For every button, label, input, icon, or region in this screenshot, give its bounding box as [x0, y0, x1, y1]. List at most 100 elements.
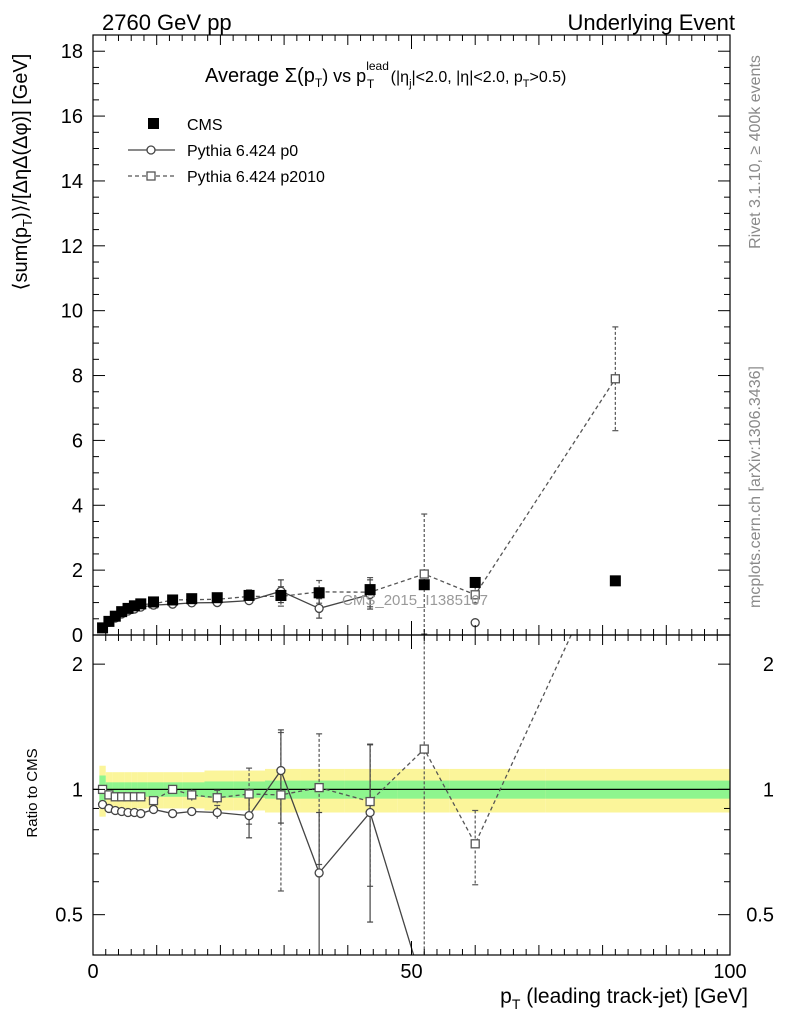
legend-label-p2010: Pythia 6.424 p2010: [187, 169, 325, 186]
legend-marker-cms: [148, 118, 159, 129]
title-sub-j: j: [408, 78, 411, 90]
cms-point-3: [116, 606, 128, 618]
cms-point-17: [609, 575, 621, 587]
x-tick-label-50: 50: [400, 961, 422, 983]
ratio-p2010-point-8: [167, 784, 178, 795]
chart-title: Average Σ(pT) vs plead T (|ηj|<2.0, |η|<2…: [205, 59, 566, 91]
ratio-p0-point-8: [167, 808, 178, 819]
mcplots-label: mcplots.cern.ch [arXiv:1306.3436]: [747, 366, 764, 608]
title-part-5: >0.5): [529, 69, 566, 86]
ratio-p0-point-10: [212, 807, 222, 818]
series-layer: [97, 326, 621, 955]
title-sub-3: T: [523, 78, 530, 90]
main-series: [97, 326, 621, 635]
band-group: [93, 765, 730, 817]
y-tick-label-16: 16: [61, 106, 83, 128]
cms-point-16: [469, 576, 481, 588]
cms-point-6: [135, 598, 147, 610]
ratio-p2010-point-15: [419, 744, 429, 754]
title-sigma: Σ(p: [285, 65, 315, 87]
p2010-point-15: [419, 569, 429, 579]
p0-point-13: [314, 603, 324, 614]
ratio-p0-point-9: [187, 806, 197, 817]
p2010-line-0: [102, 378, 616, 629]
ratio-p2010-point-11: [244, 789, 254, 799]
ratio-p0-point-11: [244, 810, 254, 821]
y-tick-label-6: 6: [72, 430, 83, 452]
header-right: Underlying Event: [567, 10, 735, 35]
watermark: CMS_2015_I1385107: [342, 592, 488, 609]
ratio-band: [93, 765, 730, 817]
ratio-p2010-point-7: [148, 795, 159, 806]
cms-point-13: [313, 587, 325, 599]
ratio-p0-point-13: [314, 868, 324, 878]
ratio-tick-label-right-2: 2: [763, 654, 774, 676]
title-sub-2: T: [367, 77, 375, 91]
cms-point-14: [364, 584, 376, 596]
header-left: 2760 GeV pp: [102, 10, 232, 35]
cms-point-8: [167, 594, 179, 606]
p2010-point-16: [470, 590, 480, 600]
ratio-p2010-point-16: [470, 839, 480, 849]
title-part-4: |<2.0, |η|<2.0, p: [412, 69, 523, 86]
cms-point-5: [128, 600, 140, 612]
cms-point-11: [243, 589, 255, 601]
p2010-point-17: [610, 374, 620, 384]
y-axis-label-a: ⟨sum(p: [10, 227, 32, 290]
ratio-tick-label-right-0.5: 0.5: [746, 905, 774, 927]
x-axis-label-a: p: [500, 985, 512, 1008]
ratio-tick-label-left-2: 2: [72, 654, 83, 676]
cms-point-7: [148, 596, 160, 608]
ratio-p0-point-14: [365, 807, 375, 818]
y-tick-label-4: 4: [72, 495, 83, 517]
ratio-p2010-point-12: [276, 790, 286, 800]
title-part-3: (|η: [386, 69, 409, 86]
ratio-p2010-point-13: [314, 782, 324, 793]
legend: CMS Pythia 6.424 p0 Pythia 6.424 p2010: [128, 117, 325, 186]
x-axis-label-sub: T: [512, 996, 521, 1012]
y-axis-label-b: )⟩/[ΔηΔ(Δφ)] [GeV]: [10, 54, 32, 219]
ratio-p2010-point-14: [365, 796, 375, 807]
ratio-p2010-point-9: [187, 790, 197, 800]
x-axis-label-b: (leading track-jet) [GeV]: [520, 985, 748, 1008]
legend-marker-p2010: [146, 171, 156, 181]
cms-point-2: [109, 610, 121, 622]
y-tick-label-18: 18: [61, 41, 83, 63]
cms-point-4: [122, 602, 134, 614]
title-sub-1: T: [315, 76, 323, 90]
y-tick-label-12: 12: [61, 236, 83, 258]
x-axis-label: pT (leading track-jet) [GeV]: [500, 985, 748, 1012]
legend-label-cms: CMS: [187, 117, 223, 134]
y-axis-label: ⟨sum(pT)⟩/[ΔηΔ(Δφ)] [GeV]: [10, 54, 35, 291]
cms-point-9: [186, 593, 198, 605]
ratio-p0-point-7: [148, 804, 159, 815]
y-tick-label-8: 8: [72, 366, 83, 388]
ratio-series: [97, 635, 572, 955]
x-tick-label-100: 100: [713, 961, 746, 983]
title-part-2: ) vs p: [322, 66, 366, 86]
y-tick-label-14: 14: [61, 171, 83, 193]
cms-point-12: [275, 589, 287, 601]
ratio-p0-point-6: [136, 808, 146, 819]
y-tick-label-0: 0: [72, 625, 83, 647]
ratio-tick-label-left-0.5: 0.5: [55, 905, 83, 927]
ratio-y-axis-label: Ratio to CMS: [24, 748, 41, 837]
title-sup-lead: lead: [366, 59, 389, 73]
y-tick-label-2: 2: [72, 560, 83, 582]
ratio-p2010-point-10: [212, 793, 222, 803]
rivet-label: Rivet 3.1.10, ≥ 400k events: [747, 55, 764, 249]
cms-point-0: [97, 622, 109, 634]
x-tick-label-0: 0: [87, 961, 98, 983]
cms-point-15: [418, 579, 430, 591]
ratio-tick-label-right-1: 1: [763, 779, 774, 801]
cms-point-10: [211, 592, 223, 604]
ratio-p0-point-12: [276, 765, 286, 776]
ratio-p2010-point-6: [136, 792, 146, 802]
ratio-p2010-line-0: [102, 635, 572, 846]
title-part-1: Average: [205, 65, 285, 87]
y-tick-label-10: 10: [61, 301, 83, 323]
cms-point-1: [103, 615, 115, 627]
legend-label-p0: Pythia 6.424 p0: [187, 143, 298, 160]
